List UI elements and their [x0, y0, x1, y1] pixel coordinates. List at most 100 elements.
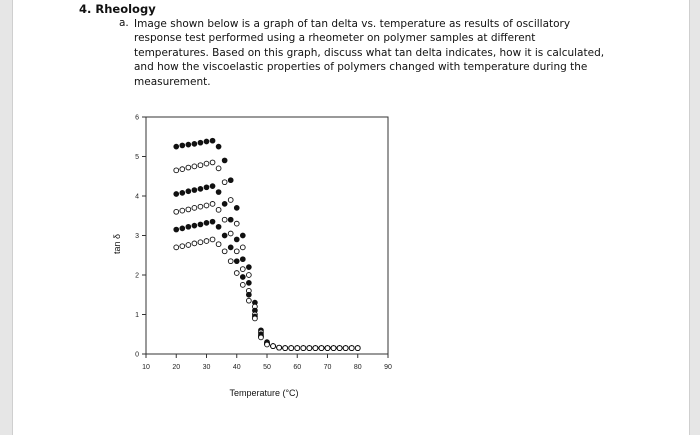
data-point [227, 230, 234, 237]
data-point [239, 256, 246, 263]
data-point [173, 226, 180, 233]
x-tick-label: 50 [263, 364, 271, 371]
document-page [12, 0, 690, 435]
y-tick-label: 3 [135, 233, 139, 240]
x-tick-label: 30 [203, 364, 211, 371]
data-point [221, 179, 228, 186]
data-point [215, 143, 222, 150]
axis-ticks: 10 20 30 40 50 60 70 80 90 0 1 2 3 4 5 6 [135, 115, 392, 372]
data-point [288, 345, 295, 351]
data-point [203, 138, 210, 145]
y-axis-label: tan δ [112, 234, 122, 254]
data-point [191, 187, 198, 193]
data-point [258, 334, 264, 341]
y-tick-label: 1 [135, 312, 139, 319]
section-heading: 4. Rheology [79, 2, 156, 16]
data-point [264, 341, 270, 348]
data-point [191, 240, 198, 247]
data-point [221, 201, 228, 207]
data-point [185, 141, 192, 148]
data-point [173, 244, 180, 251]
data-point [246, 297, 252, 304]
data-point [276, 344, 282, 351]
data-point [233, 248, 240, 255]
y-tick-label: 4 [135, 194, 139, 201]
data-point [348, 345, 355, 351]
data-point [300, 345, 307, 351]
data-point [312, 345, 319, 351]
data-point [239, 282, 246, 288]
y-tick-label: 2 [135, 273, 139, 280]
data-point [246, 291, 252, 298]
data-point [233, 205, 240, 211]
data-point [221, 248, 228, 255]
data-point [246, 280, 252, 286]
data-point [173, 167, 180, 174]
data-point [336, 345, 343, 351]
data-point [233, 220, 240, 227]
data-point [191, 205, 198, 211]
data-point [209, 137, 216, 144]
data-point [179, 166, 186, 172]
question-label: a. [119, 17, 129, 29]
data-point [203, 184, 210, 191]
data-point [221, 232, 228, 239]
x-tick-label: 10 [142, 364, 150, 371]
data-point [215, 206, 222, 213]
data-point [185, 164, 192, 171]
data-point [179, 142, 186, 149]
data-point [227, 244, 234, 251]
data-point [191, 141, 198, 147]
data-point [233, 236, 240, 243]
data-point [179, 207, 186, 214]
data-point [197, 221, 204, 228]
x-tick-label: 20 [172, 364, 180, 371]
data-point [215, 223, 222, 230]
data-point [239, 232, 246, 239]
data-point [239, 244, 246, 251]
data-point [197, 186, 204, 192]
data-point [233, 270, 240, 276]
data-point [227, 177, 234, 184]
data-point [179, 189, 186, 196]
data-point [227, 258, 234, 265]
data-point [294, 345, 301, 351]
y-tick-label: 6 [135, 115, 139, 122]
x-axis-label: Temperature (°C) [229, 388, 298, 398]
data-point [215, 165, 222, 172]
data-point [330, 345, 337, 351]
data-point [233, 258, 240, 265]
data-point [185, 206, 192, 213]
data-point [179, 225, 186, 232]
data-point [354, 345, 361, 351]
data-point [282, 345, 289, 351]
data-point [246, 272, 252, 278]
data-point [306, 345, 313, 351]
y-tick-label: 0 [135, 352, 139, 359]
y-tick-label: 5 [135, 154, 139, 161]
data-point [173, 143, 180, 150]
data-point [209, 201, 216, 207]
data-point [215, 189, 222, 195]
data-point [173, 208, 180, 215]
data-point [209, 218, 216, 225]
x-tick-label: 70 [324, 364, 332, 371]
data-point [324, 345, 331, 351]
data-point [318, 345, 325, 351]
data-point [342, 345, 349, 351]
data-point [179, 243, 186, 250]
data-point [246, 264, 252, 270]
data-point [191, 222, 198, 229]
data-point [185, 223, 192, 230]
data-point [270, 343, 276, 349]
data-point [185, 188, 192, 195]
data-point [215, 241, 222, 248]
data-point [173, 191, 180, 197]
data-point [197, 203, 204, 210]
data-point [227, 197, 234, 203]
data-point [197, 139, 204, 146]
x-tick-label: 40 [233, 364, 241, 371]
data-point [221, 216, 228, 223]
data-point [239, 266, 246, 272]
plot-frame [145, 116, 389, 355]
